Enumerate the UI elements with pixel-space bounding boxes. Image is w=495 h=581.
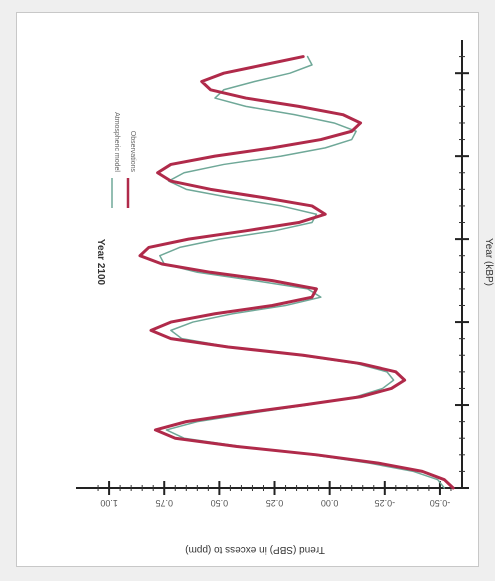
y-tick-label: 1.00	[100, 498, 118, 508]
chart-frame	[16, 12, 479, 567]
y-tick-label: -0.50	[430, 498, 451, 508]
legend-label: Atmospheric model	[113, 112, 120, 172]
y-tick-label: 0.50	[211, 498, 229, 508]
x-axis-label: Year (kBP)	[483, 238, 494, 286]
y-tick-label: 0.00	[321, 498, 339, 508]
y-tick-label: 0.25	[266, 498, 284, 508]
chart-title: Year 2100	[95, 239, 106, 286]
y-tick-label: -0.25	[375, 498, 396, 508]
legend-label: Observations	[129, 131, 136, 173]
y-tick-label: 0.75	[155, 498, 173, 508]
y-axis-label: Trend (SBP) in excess to (ppm)	[185, 544, 325, 555]
series-line-observations	[138, 55, 455, 490]
